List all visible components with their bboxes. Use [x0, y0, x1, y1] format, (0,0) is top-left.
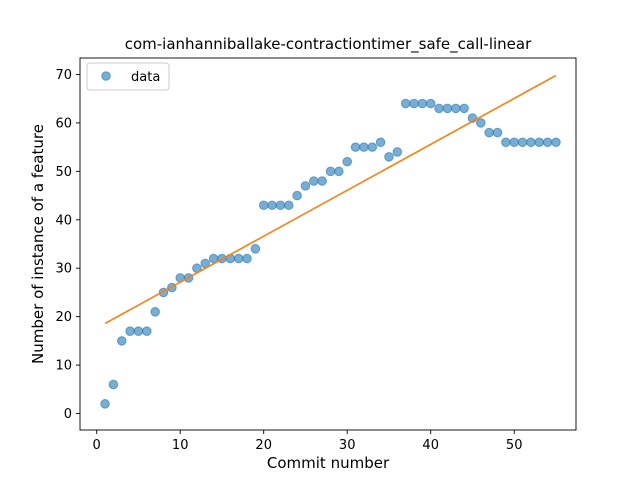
data-point: [283, 200, 294, 211]
data-point: [108, 379, 119, 390]
data-point: [501, 137, 511, 148]
data-point: [367, 142, 378, 152]
y-tick-label: 0: [64, 407, 72, 422]
data-point: [150, 307, 160, 317]
data-point: [442, 103, 453, 114]
data-point: [400, 98, 411, 109]
data-point: [509, 137, 520, 148]
y-tick-label: 60: [55, 116, 72, 131]
data-point: [317, 176, 327, 186]
data-point: [334, 166, 344, 177]
data-point: [425, 98, 436, 109]
data-point: [551, 137, 561, 148]
data-point: [267, 200, 277, 211]
data-point: [517, 137, 528, 148]
data-point: [450, 103, 461, 114]
data-point: [417, 98, 428, 109]
data-point: [133, 326, 144, 336]
y-tick-label: 30: [55, 262, 72, 277]
y-tick-label: 70: [55, 68, 72, 83]
data-point: [359, 142, 369, 152]
y-tick-label: 20: [55, 310, 72, 325]
data-point: [233, 253, 244, 264]
data-point: [242, 253, 252, 264]
y-tick-label: 40: [55, 213, 72, 228]
data-point: [342, 156, 353, 167]
x-tick-label: 10: [172, 438, 189, 453]
x-tick-label: 50: [506, 438, 523, 453]
data-point: [459, 103, 469, 114]
y-tick-label: 50: [55, 165, 72, 180]
plot-area: 0 10 20 30 40 50 0 10 20 30 40 50 60 70: [55, 57, 577, 453]
legend: data: [86, 62, 170, 91]
y-tick-label: 10: [55, 359, 72, 374]
chart-title: com-ianhanniballake-contractiontimer_saf…: [125, 35, 532, 54]
axes-frame: [79, 57, 577, 431]
data-point: [534, 137, 545, 148]
data-point: [300, 181, 311, 191]
data-point: [375, 137, 386, 148]
x-tick-label: 20: [255, 438, 272, 453]
data-point: [325, 166, 336, 177]
data-point: [492, 127, 503, 138]
legend-data-label: data: [131, 70, 160, 85]
x-tick-label: 0: [93, 438, 101, 453]
data-point: [258, 200, 269, 211]
y-axis-label: Number of instance of a feature: [29, 124, 47, 364]
fit-line: [104, 74, 557, 325]
data-point: [100, 399, 110, 409]
data-point: [116, 336, 127, 346]
data-point: [309, 176, 319, 186]
legend-frame: [86, 62, 170, 91]
data-point: [292, 190, 302, 201]
data-point: [392, 147, 403, 157]
x-tick-label: 40: [422, 438, 439, 453]
data-point: [484, 127, 494, 138]
legend-data-marker: [101, 71, 111, 81]
data-point: [275, 200, 286, 211]
data-point: [125, 326, 135, 336]
data-point: [250, 244, 261, 254]
data-point: [350, 142, 361, 152]
data-point: [142, 326, 152, 336]
data-point: [384, 152, 394, 162]
data-point: [476, 118, 486, 128]
data-point: [409, 98, 419, 109]
data-point: [434, 103, 444, 114]
data-point: [542, 137, 553, 148]
x-axis-label: Commit number: [267, 454, 390, 472]
data-point: [526, 137, 536, 148]
x-tick-label: 30: [339, 438, 356, 453]
